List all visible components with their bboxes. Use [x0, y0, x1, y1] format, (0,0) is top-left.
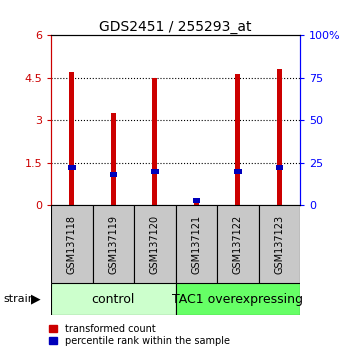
Text: control: control — [92, 293, 135, 306]
Title: GDS2451 / 255293_at: GDS2451 / 255293_at — [99, 21, 252, 34]
Bar — [176, 205, 217, 283]
Bar — [51, 283, 176, 315]
Bar — [235, 74, 240, 205]
Bar — [176, 283, 300, 315]
Bar — [151, 169, 159, 174]
Bar — [70, 72, 74, 205]
Bar — [51, 205, 93, 283]
Text: GSM137119: GSM137119 — [108, 215, 118, 274]
Bar — [152, 78, 157, 205]
Legend: transformed count, percentile rank within the sample: transformed count, percentile rank withi… — [49, 324, 230, 346]
Bar — [217, 205, 258, 283]
Text: GSM137120: GSM137120 — [150, 215, 160, 274]
Bar — [276, 165, 283, 171]
Bar — [234, 169, 241, 174]
Bar — [134, 205, 176, 283]
Bar — [193, 198, 200, 203]
Bar — [194, 200, 199, 205]
Bar — [93, 205, 134, 283]
Text: strain: strain — [3, 294, 35, 304]
Text: GSM137121: GSM137121 — [191, 215, 201, 274]
Text: GSM137122: GSM137122 — [233, 215, 243, 274]
Bar — [277, 69, 282, 205]
Bar — [111, 113, 116, 205]
Bar — [68, 165, 76, 171]
Bar — [110, 172, 117, 177]
Bar — [258, 205, 300, 283]
Text: TAC1 overexpressing: TAC1 overexpressing — [172, 293, 303, 306]
Text: GSM137123: GSM137123 — [275, 215, 284, 274]
Text: ▶: ▶ — [31, 293, 40, 306]
Text: GSM137118: GSM137118 — [67, 215, 77, 274]
